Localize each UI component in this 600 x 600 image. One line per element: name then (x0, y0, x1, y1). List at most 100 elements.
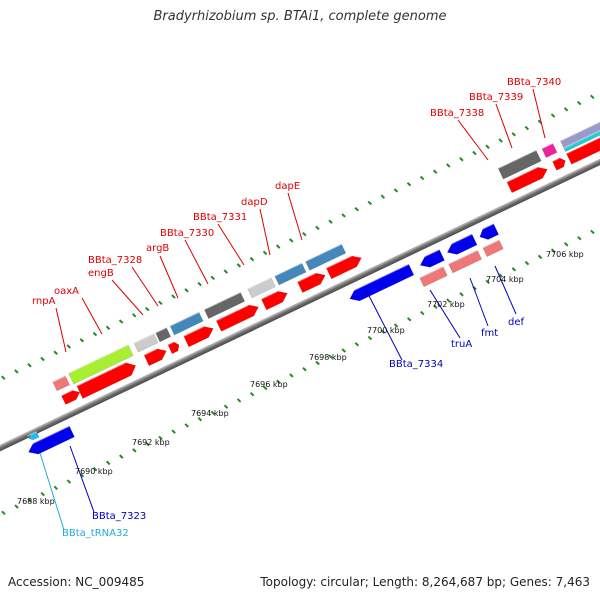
gene-label[interactable]: BBta_7339 (469, 92, 523, 103)
tick-mark (380, 194, 386, 199)
gene-feature[interactable] (559, 119, 600, 149)
gene-label[interactable]: BBta_7340 (507, 77, 561, 88)
tick-mark (249, 392, 255, 397)
gene-label[interactable]: dapE (275, 181, 300, 192)
gene-feature[interactable] (297, 270, 327, 294)
leader-line (159, 255, 179, 299)
gene-label[interactable]: argB (146, 243, 169, 254)
gene-feature[interactable] (476, 223, 500, 243)
gene-feature[interactable] (419, 265, 448, 288)
gene-feature[interactable] (0, 426, 2, 440)
gene-feature[interactable] (346, 263, 415, 304)
gene-feature[interactable] (448, 249, 483, 274)
leader-line (69, 445, 95, 513)
tick-mark (354, 342, 360, 347)
tick-mark (367, 335, 373, 341)
gene-feature[interactable] (52, 375, 71, 392)
gene-feature[interactable] (167, 340, 181, 355)
leader-line (217, 223, 245, 266)
tick-mark (459, 157, 464, 162)
gene-feature[interactable] (325, 252, 364, 280)
gene-label[interactable]: BBta_7328 (88, 255, 142, 266)
gene-feature[interactable] (155, 326, 172, 343)
gene-label[interactable]: fmt (481, 328, 498, 339)
gene-feature[interactable] (76, 359, 139, 399)
gene-label[interactable]: BBta_7323 (92, 511, 146, 522)
gene-feature[interactable] (133, 332, 159, 353)
tick-mark (262, 250, 268, 256)
tick-mark (184, 423, 189, 428)
tick-mark (590, 94, 595, 100)
gene-feature[interactable] (215, 302, 261, 332)
tick-mark (315, 360, 320, 366)
tick-mark (472, 150, 477, 156)
tick-mark (446, 163, 451, 168)
gene-feature[interactable] (444, 233, 478, 258)
gene-feature[interactable] (565, 132, 600, 165)
gene-feature[interactable] (497, 149, 542, 180)
tick-mark (289, 373, 294, 378)
tick-mark (14, 369, 19, 374)
tick-mark (145, 441, 150, 447)
gene-feature[interactable] (203, 291, 246, 319)
gene-feature[interactable] (68, 344, 134, 385)
gene-feature[interactable] (60, 388, 82, 405)
gene-label[interactable]: BBta_7331 (193, 212, 247, 223)
gene-feature[interactable] (274, 262, 307, 286)
tick-mark (459, 292, 464, 297)
scale-label: 7694 kbp (191, 409, 229, 418)
tick-mark (158, 300, 163, 306)
tick-mark (92, 466, 98, 472)
gene-label[interactable]: engB (88, 268, 114, 279)
gene-feature[interactable] (25, 425, 75, 457)
gene-label[interactable]: truA (451, 339, 472, 350)
scale-label: 7700 kbp (367, 326, 405, 335)
gene-feature[interactable] (247, 277, 276, 299)
gene-label[interactable]: BBta_7338 (430, 108, 484, 119)
tick-mark (236, 263, 242, 268)
gene-label[interactable]: oaxA (54, 286, 79, 297)
tick-mark (367, 200, 373, 206)
leader-line (287, 192, 303, 241)
tick-mark (79, 473, 85, 478)
scale-label: 7704 kbp (486, 275, 524, 284)
gene-feature[interactable] (183, 323, 216, 348)
gene-feature[interactable] (143, 345, 169, 367)
tick-mark (590, 229, 595, 235)
gene-feature[interactable] (541, 142, 558, 158)
tick-mark (210, 275, 215, 281)
tick-mark (406, 317, 412, 322)
tick-mark (66, 344, 71, 349)
tick-mark (184, 288, 189, 293)
tick-mark (341, 213, 346, 218)
gene-label[interactable]: def (508, 317, 525, 328)
tick-mark (92, 331, 98, 337)
gene-feature[interactable] (417, 248, 445, 271)
gene-labels-bottom: BBta_tRNA32 BBta_7323 BBta_7334 truA fmt… (62, 317, 525, 539)
gene-feature[interactable] (551, 156, 567, 171)
gene-label[interactable]: BBta_7334 (389, 359, 443, 370)
tick-mark (302, 367, 307, 372)
tick-mark (275, 244, 281, 249)
tick-mark (511, 267, 517, 272)
gene-feature[interactable] (260, 288, 290, 311)
tick-mark (354, 206, 359, 212)
gene-feature[interactable] (27, 431, 40, 442)
tick-mark (40, 491, 45, 497)
leader-line (469, 277, 489, 327)
label-leaders (39, 88, 546, 531)
gene-label[interactable]: BBta_tRNA32 (62, 528, 129, 539)
gene-label[interactable]: BBta_7330 (160, 228, 214, 239)
genome-backbone (0, 143, 600, 460)
gene-label[interactable]: rnpA (32, 296, 56, 307)
leader-line (532, 88, 546, 139)
leader-line (429, 289, 461, 339)
gene-feature[interactable] (506, 164, 550, 194)
tick-mark (1, 510, 6, 516)
gene-label[interactable]: dapD (241, 197, 268, 208)
tick-mark (511, 132, 516, 137)
gene-feature[interactable] (482, 239, 504, 258)
tick-mark (420, 310, 425, 316)
gene-feature[interactable] (169, 311, 204, 336)
gene-feature[interactable] (304, 243, 347, 271)
